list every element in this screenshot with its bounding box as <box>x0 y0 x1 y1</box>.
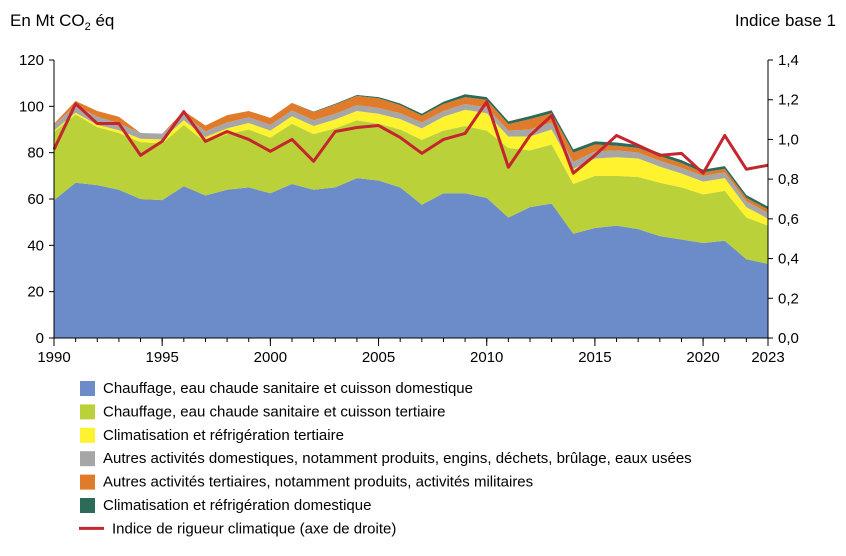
right-tick-label: 1,4 <box>778 52 799 69</box>
legend-swatch <box>80 428 95 443</box>
x-tick-label: 1995 <box>145 349 178 366</box>
right-tick-label: 0,6 <box>778 211 799 228</box>
left-tick-label: 20 <box>27 284 44 301</box>
legend-label: Climatisation et réfrigération tertiaire <box>103 427 344 444</box>
right-tick-label: 1,2 <box>778 92 799 109</box>
legend-swatch <box>80 451 95 466</box>
left-tick-label: 0 <box>36 330 44 347</box>
left-tick-label: 100 <box>19 98 44 115</box>
x-tick-label: 1990 <box>37 349 70 366</box>
stacked-areas <box>54 94 768 338</box>
legend-label: Autres activités tertiaires, notamment p… <box>103 474 533 491</box>
x-tick-label: 2015 <box>578 349 611 366</box>
legend-swatch <box>80 498 95 513</box>
legend-label: Indice de rigueur climatique (axe de dro… <box>112 520 396 537</box>
x-tick-label: 2023 <box>751 349 784 366</box>
right-tick-label: 1,0 <box>778 131 799 148</box>
left-tick-label: 60 <box>27 191 44 208</box>
x-tick-label: 2010 <box>470 349 503 366</box>
legend-label: Climatisation et réfrigération domestiqu… <box>103 497 371 514</box>
x-tick-label: 2000 <box>254 349 287 366</box>
left-tick-label: 80 <box>27 145 44 162</box>
right-tick-label: 0,4 <box>778 251 799 268</box>
right-tick-label: 0,2 <box>778 290 799 307</box>
legend-swatch <box>80 381 95 396</box>
legend-label: Chauffage, eau chaude sanitaire et cuiss… <box>103 403 445 420</box>
legend: Chauffage, eau chaude sanitaire et cuiss… <box>79 380 692 537</box>
right-axis-title: Indice base 1 <box>735 11 836 30</box>
right-tick-label: 0,0 <box>778 330 799 347</box>
left-axis-title: En Mt CO2 éq <box>10 11 114 33</box>
x-tick-label: 2020 <box>686 349 719 366</box>
left-tick-label: 40 <box>27 237 44 254</box>
legend-label: Autres activités domestiques, notamment … <box>103 450 692 467</box>
legend-swatch <box>80 475 95 490</box>
legend-swatch <box>80 404 95 419</box>
right-tick-label: 0,8 <box>778 171 799 188</box>
left-tick-label: 120 <box>19 52 44 69</box>
legend-label: Chauffage, eau chaude sanitaire et cuiss… <box>103 380 473 397</box>
x-tick-label: 2005 <box>362 349 395 366</box>
